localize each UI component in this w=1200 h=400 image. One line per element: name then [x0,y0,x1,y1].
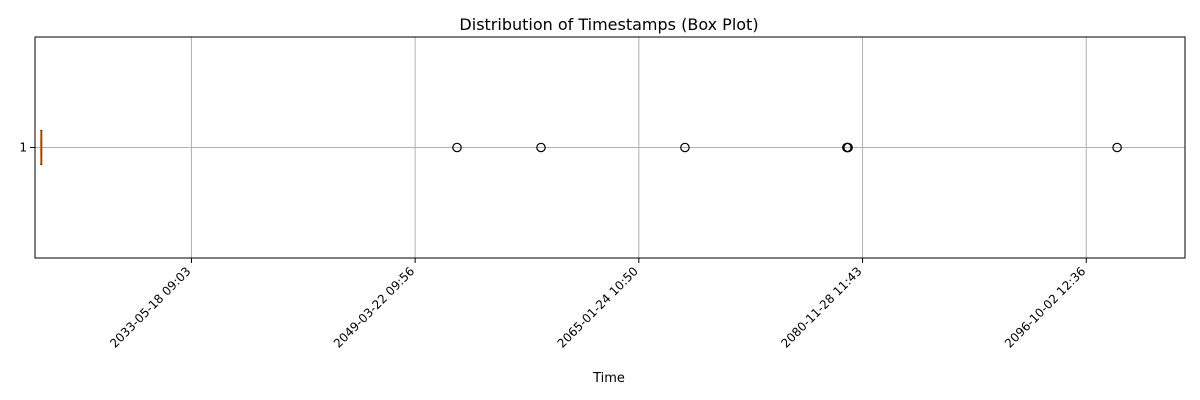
x-tick-label: 2049-03-22 09:56 [331,264,417,350]
x-axis-label: Time [592,371,625,386]
chart-title: Distribution of Timestamps (Box Plot) [459,15,758,34]
box-plot [40,130,43,165]
outlier-point [452,142,462,153]
outlier-point [536,142,546,153]
outlier-point [1112,142,1122,153]
x-tick-label: 2096-10-02 12:36 [1002,264,1088,350]
y-axis-ticks: 1 [19,141,35,155]
x-tick-label: 2065-01-24 10:50 [555,264,641,350]
grid [35,37,1185,258]
x-axis-ticks: 2033-05-18 09:03 2049-03-22 09:56 2065-01-… [107,258,1088,351]
outlier-point [680,142,690,153]
outlier-point [843,142,853,153]
x-tick-label: 2033-05-18 09:03 [107,264,193,350]
x-tick-label: 2080-11-28 11:43 [778,264,864,350]
y-tick-label: 1 [19,141,27,155]
outliers [452,142,1122,153]
